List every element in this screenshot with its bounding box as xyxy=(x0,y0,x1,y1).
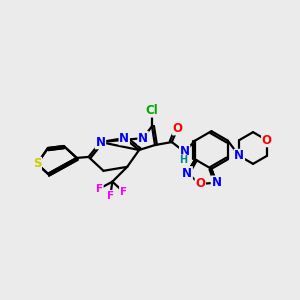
Text: O: O xyxy=(262,134,272,147)
Text: F: F xyxy=(96,184,103,194)
Text: Cl: Cl xyxy=(146,104,158,117)
Text: F: F xyxy=(107,190,114,201)
Text: H: H xyxy=(178,155,187,165)
Text: F: F xyxy=(120,187,127,196)
Text: N: N xyxy=(119,132,129,145)
Text: S: S xyxy=(33,158,41,170)
Text: N: N xyxy=(182,167,192,180)
Text: N: N xyxy=(138,132,148,145)
Text: N: N xyxy=(234,149,244,162)
Text: O: O xyxy=(195,177,205,190)
Text: N: N xyxy=(180,146,190,158)
Text: O: O xyxy=(173,122,183,135)
Text: N: N xyxy=(95,136,106,148)
Text: N: N xyxy=(212,176,221,189)
